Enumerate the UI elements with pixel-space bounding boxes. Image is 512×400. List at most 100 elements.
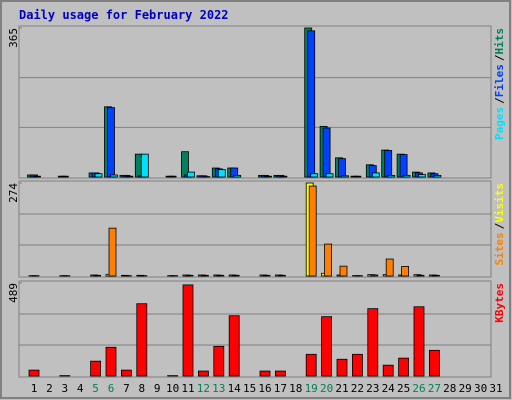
bar <box>382 364 394 377</box>
bar <box>182 284 194 377</box>
bar <box>385 258 394 277</box>
bar <box>28 369 40 377</box>
bar <box>197 370 209 377</box>
bar <box>279 175 288 178</box>
bar <box>402 174 411 178</box>
bar <box>371 172 380 178</box>
bar <box>325 173 334 178</box>
x-tick-label: 29 <box>459 382 472 395</box>
x-tick-label: 12 <box>197 382 210 395</box>
x-tick-label: 28 <box>443 382 456 395</box>
bar <box>93 274 101 277</box>
legend-entry: Sites <box>493 232 506 265</box>
bar <box>136 303 148 377</box>
y-tick-label: 365 <box>7 28 20 48</box>
bar <box>399 154 408 178</box>
bar <box>351 353 363 377</box>
x-tick-label: 7 <box>123 382 130 395</box>
bar <box>121 369 132 377</box>
bar <box>233 174 242 178</box>
x-tick-label: 9 <box>154 382 161 395</box>
bar <box>168 175 177 178</box>
x-tick-label: 13 <box>212 382 225 395</box>
bar <box>213 345 225 377</box>
legend-separator: / <box>493 222 506 229</box>
panel <box>18 180 492 278</box>
y-tick-label: 489 <box>7 283 20 303</box>
bar <box>140 153 149 178</box>
legend: KBytes <box>493 283 506 323</box>
bar <box>200 274 209 277</box>
x-tick-label: 22 <box>351 382 364 395</box>
bar <box>367 308 379 377</box>
x-tick-label: 23 <box>366 382 379 395</box>
y-tick-label: 274 <box>7 183 20 203</box>
x-tick-label: 5 <box>92 382 99 395</box>
bar <box>336 358 348 377</box>
x-tick-label: 3 <box>61 382 68 395</box>
x-tick-label: 26 <box>412 382 425 395</box>
bar <box>338 158 346 178</box>
bar <box>105 346 117 377</box>
bar <box>339 265 348 277</box>
bar <box>401 266 410 277</box>
bar <box>433 174 442 178</box>
legend: Sites /Visits <box>493 183 506 266</box>
legend-separator: / <box>493 54 506 61</box>
x-tick-label: 6 <box>108 382 115 395</box>
bar <box>185 274 194 277</box>
x-tick-label: 25 <box>397 382 410 395</box>
panel <box>18 25 492 179</box>
bar <box>416 274 425 277</box>
x-tick-label: 27 <box>428 382 441 395</box>
bar <box>384 150 393 178</box>
legend-entry: KBytes <box>493 283 506 323</box>
legend-entry: Pages <box>493 107 506 140</box>
x-tick-label: 14 <box>228 382 242 395</box>
bar <box>262 274 271 277</box>
legend-entry: Files <box>493 64 506 97</box>
bar <box>324 243 333 277</box>
bar <box>216 274 225 277</box>
legend-entry: Hits <box>493 28 506 55</box>
bar <box>259 370 271 377</box>
bar <box>264 175 272 178</box>
x-tick-label: 20 <box>320 382 333 395</box>
x-tick-label: 11 <box>181 382 194 395</box>
bar <box>418 174 426 178</box>
x-tick-label: 24 <box>382 382 396 395</box>
bar <box>310 173 319 178</box>
legend-separator: / <box>493 97 506 104</box>
x-tick-label: 19 <box>305 382 318 395</box>
bar <box>277 274 286 277</box>
x-tick-label: 18 <box>289 382 302 395</box>
bar <box>231 274 240 277</box>
bar <box>398 357 410 377</box>
bar <box>107 107 115 178</box>
chart-title: Daily usage for February 2022 <box>19 8 229 22</box>
bar <box>90 360 101 377</box>
bar <box>110 174 118 178</box>
x-tick-label: 1 <box>31 382 38 395</box>
bar <box>428 349 440 377</box>
x-tick-label: 31 <box>489 382 502 395</box>
bar <box>305 353 317 377</box>
x-tick-label: 15 <box>243 382 256 395</box>
x-tick-label: 10 <box>166 382 179 395</box>
bar <box>370 274 379 277</box>
x-tick-label: 4 <box>77 382 84 395</box>
x-tick-label: 21 <box>335 382 348 395</box>
bar <box>413 306 425 377</box>
x-tick-label: 2 <box>46 382 53 395</box>
bar <box>228 315 240 377</box>
bar <box>387 174 396 178</box>
bar <box>431 274 440 277</box>
bar <box>94 173 103 178</box>
legend-entry: Visits <box>493 183 506 223</box>
bar <box>321 316 333 377</box>
bar <box>217 169 226 178</box>
legend: Pages/Files/Hits <box>493 28 506 140</box>
x-tick-label: 8 <box>138 382 145 395</box>
